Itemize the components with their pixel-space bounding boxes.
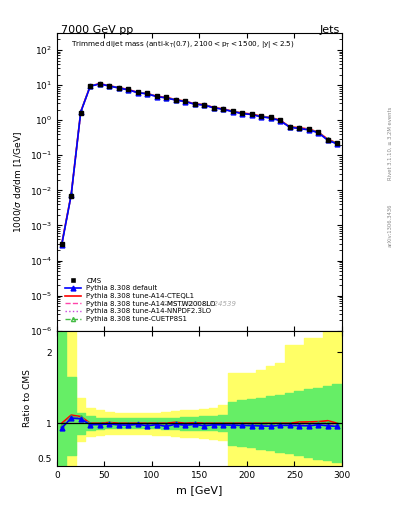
Text: Jets: Jets bbox=[320, 25, 340, 35]
Text: Rivet 3.1.10, ≥ 3.2M events: Rivet 3.1.10, ≥ 3.2M events bbox=[388, 106, 393, 180]
X-axis label: m [GeV]: m [GeV] bbox=[176, 485, 223, 495]
Legend: CMS, Pythia 8.308 default, Pythia 8.308 tune-A14-CTEQL1, Pythia 8.308 tune-A14-M: CMS, Pythia 8.308 default, Pythia 8.308 … bbox=[63, 275, 218, 324]
Y-axis label: 1000/$\sigma$ d$\sigma$/dm [1/GeV]: 1000/$\sigma$ d$\sigma$/dm [1/GeV] bbox=[12, 131, 24, 233]
Text: Trimmed dijet mass (anti-k$_\mathregular{T}$(0.7), 2100$<$p$_\mathregular{T}$$<$: Trimmed dijet mass (anti-k$_\mathregular… bbox=[71, 39, 295, 50]
Text: arXiv:1306.3436: arXiv:1306.3436 bbox=[388, 204, 393, 247]
Text: 7000 GeV pp: 7000 GeV pp bbox=[61, 25, 133, 35]
Text: CMS_2013_I1224539: CMS_2013_I1224539 bbox=[162, 301, 237, 307]
Y-axis label: Ratio to CMS: Ratio to CMS bbox=[23, 369, 32, 427]
